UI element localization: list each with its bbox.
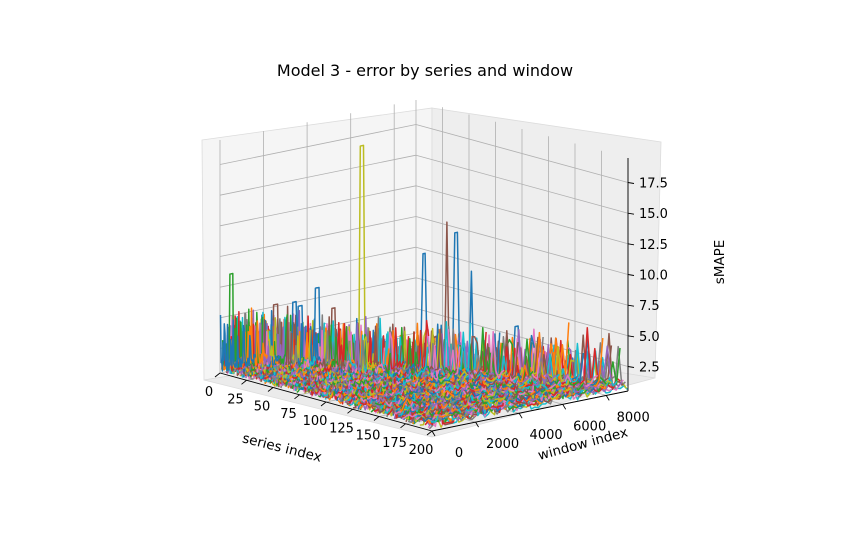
chart-title: Model 3 - error by series and window	[277, 61, 573, 80]
y-tick-mark-3	[562, 404, 567, 410]
series-line-135	[363, 329, 519, 409]
z-tick-mark-6	[627, 182, 635, 184]
right-pane	[431, 107, 662, 379]
x-tick-mark-8	[426, 430, 433, 436]
x-tick-label-8: 200	[409, 443, 434, 458]
grid-wall-b-z-4	[415, 185, 629, 245]
grid-wall-b-z-2	[415, 246, 629, 306]
grid-wall-a-z-5	[219, 154, 417, 196]
x-tick-label-5: 125	[329, 421, 354, 436]
grid-wall-b-z-0	[415, 308, 629, 367]
y-tick-label-4: 8000	[617, 410, 650, 425]
z-axis-label: sMAPE	[712, 240, 728, 285]
z-tick-mark-4	[627, 243, 635, 246]
y-tick-label-1: 2000	[486, 437, 519, 452]
y-tick-mark-2	[518, 412, 523, 419]
x-tick-mark-4	[320, 401, 327, 407]
tick-labels: 0 25 50 75 100 125 150 175 200 020004000600080002…	[205, 177, 668, 462]
y-tick-label-3: 6000	[573, 419, 606, 434]
z-tick-mark-3	[627, 274, 635, 276]
grid-wall-a-z-6	[219, 124, 417, 165]
grid-wall-b-z-3	[415, 216, 629, 275]
grid-wall-b-z-1	[415, 277, 629, 337]
z-tick-label-4: 12.5	[639, 238, 668, 253]
x-tick-label-7: 175	[382, 436, 407, 451]
x-tick-mark-0	[214, 372, 221, 378]
y-tick-label-0: 0	[455, 446, 463, 461]
x-tick-label-0: 0	[205, 385, 213, 400]
y-axis-line	[431, 390, 629, 432]
z-tick-mark-2	[627, 304, 635, 307]
grid-wall-a-z-4	[219, 185, 417, 227]
x-tick-label-2: 50	[254, 400, 271, 415]
data-lines	[219, 144, 629, 430]
x-axis-label: series index	[241, 431, 324, 466]
grid-wall-a-z-2	[219, 246, 417, 288]
y-tick-mark-4	[605, 395, 610, 401]
z-tick-label-0: 2.5	[639, 361, 660, 376]
x-tick-label-3: 75	[280, 407, 297, 422]
x-tick-label-4: 100	[303, 414, 328, 429]
y-tick-mark-0	[431, 430, 436, 437]
x-tick-mark-2	[267, 387, 274, 392]
z-tick-label-1: 5.0	[639, 330, 660, 345]
y-tick-label-2: 4000	[530, 428, 563, 443]
z-tick-label-5: 15.0	[639, 207, 668, 222]
x-tick-mark-6	[373, 416, 380, 421]
x-tick-mark-7	[400, 423, 406, 429]
y-tick-mark-1	[475, 421, 479, 428]
x-tick-mark-3	[294, 394, 300, 400]
grid-wall-b-z-6	[415, 124, 629, 183]
x-tick-mark-5	[347, 408, 353, 414]
z-tick-mark-1	[627, 335, 635, 338]
z-tick-mark-5	[627, 212, 635, 215]
x-tick-mark-1	[241, 379, 247, 385]
x-tick-label-1: 25	[227, 392, 244, 407]
grid-wall-b-z-5	[415, 154, 629, 214]
z-tick-label-2: 7.5	[639, 299, 660, 314]
z-tick-label-3: 10.0	[639, 269, 668, 284]
series-line-0	[219, 314, 257, 372]
grid-wall-a-z-3	[219, 216, 417, 257]
z-tick-label-6: 17.5	[639, 177, 668, 192]
z-tick-mark-0	[627, 366, 635, 368]
x-tick-label-6: 150	[356, 429, 381, 444]
